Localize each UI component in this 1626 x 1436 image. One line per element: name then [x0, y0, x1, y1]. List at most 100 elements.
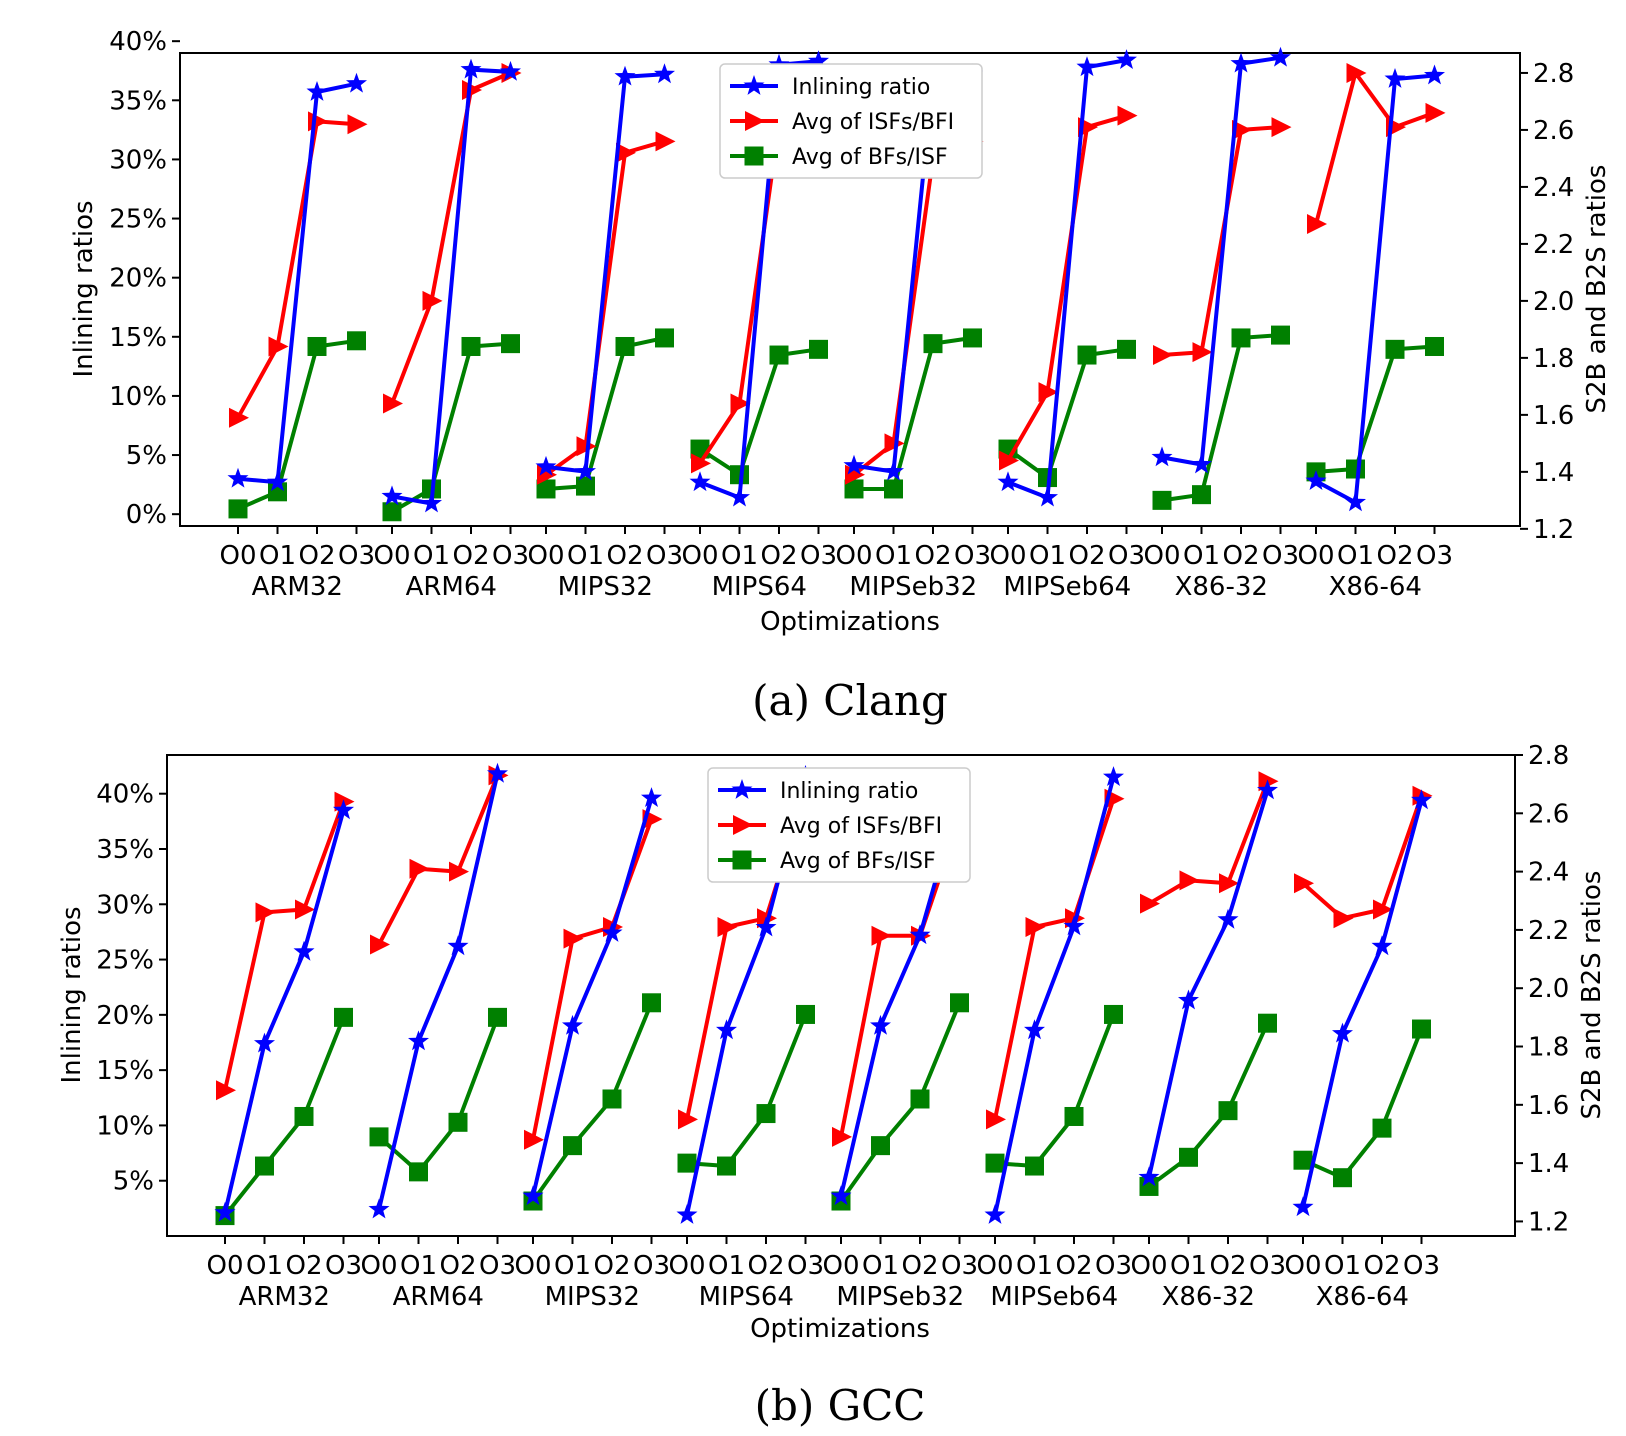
x-tick-label: O2: [1376, 541, 1413, 571]
data-point-avg-of-isfs-bfi: [255, 902, 276, 923]
x-tick-label: O1: [1016, 1251, 1053, 1281]
data-point-inlining-ratio: [346, 72, 367, 93]
x-tick-label: O3: [479, 1251, 516, 1281]
x-tick-label: O2: [1055, 1251, 1092, 1281]
series-line-inlining-ratio: [237, 81, 357, 485]
data-point-avg-of-isfs-bfi: [449, 861, 469, 882]
data-point-avg-of-isfs-bfi: [1192, 342, 1213, 363]
left-tick-label: 15%: [109, 323, 167, 353]
data-point-avg-of-bfs-isf: [796, 1004, 815, 1024]
group-label: MIPSeb32: [849, 572, 977, 602]
series-line-avg-of-bfs-isf: [994, 1013, 1116, 1168]
data-point-inlining-ratio: [1384, 68, 1406, 88]
data-point-avg-of-isfs-bfi: [1373, 899, 1393, 920]
left-tick-label: 20%: [109, 264, 167, 294]
group-label: MIPSeb64: [990, 1282, 1118, 1312]
data-point-avg-of-bfs-isf: [1231, 328, 1251, 348]
x-tick-label: O0: [360, 1251, 397, 1281]
x-tick-label: O0: [1130, 1251, 1167, 1281]
x-tick-label: O3: [1095, 1251, 1132, 1281]
series-line-avg-of-isfs-bfi: [1301, 795, 1424, 921]
data-point-avg-of-isfs-bfi: [986, 1109, 1006, 1130]
group-label: MIPS64: [699, 1282, 794, 1312]
data-point-inlining-ratio: [368, 1198, 390, 1219]
data-point-avg-of-isfs-bfi: [871, 925, 892, 946]
data-point-inlining-ratio: [676, 1204, 698, 1224]
series-line-avg-of-bfs-isf: [223, 1016, 346, 1217]
right-tick-label: 2.8: [1533, 59, 1574, 89]
data-point-avg-of-isfs-bfi: [1025, 916, 1046, 937]
data-point-avg-of-bfs-isf: [334, 1007, 353, 1027]
data-point-inlining-ratio: [601, 922, 623, 942]
series-line-avg-of-isfs-bfi: [1314, 70, 1436, 225]
data-point-inlining-ratio: [808, 50, 829, 71]
series-layer: [214, 762, 1433, 1226]
x-tick-label: O0: [373, 541, 410, 571]
data-point-avg-of-bfs-isf: [1152, 490, 1172, 510]
data-point-avg-of-bfs-isf: [294, 1106, 314, 1126]
data-point-inlining-ratio: [1191, 453, 1212, 474]
data-point-inlining-ratio: [293, 940, 315, 961]
x-tick-label: O1: [721, 541, 758, 571]
data-point-avg-of-bfs-isf: [307, 336, 327, 356]
data-point-avg-of-bfs-isf: [1077, 345, 1097, 365]
data-point-inlining-ratio: [562, 1014, 583, 1035]
data-point-avg-of-isfs-bfi: [409, 858, 430, 879]
data-point-avg-of-isfs-bfi: [347, 114, 368, 135]
data-point-avg-of-bfs-isf: [730, 465, 749, 485]
data-point-inlining-ratio: [1345, 491, 1366, 512]
right-tick-label: 1.8: [1533, 344, 1574, 374]
data-point-avg-of-isfs-bfi: [1294, 873, 1314, 894]
data-point-avg-of-bfs-isf: [844, 479, 864, 499]
x-tick-label: O3: [1416, 541, 1453, 571]
data-point-avg-of-bfs-isf: [1064, 1106, 1084, 1126]
left-tick-label: 0%: [126, 500, 167, 530]
legend-marker: [733, 815, 753, 835]
data-point-avg-of-bfs-isf: [923, 334, 943, 354]
data-point-inlining-ratio: [1332, 1022, 1353, 1043]
data-point-inlining-ratio: [1257, 779, 1278, 800]
data-point-inlining-ratio: [227, 467, 249, 488]
series-line-avg-of-isfs-bfi: [544, 139, 666, 477]
data-point-avg-of-isfs-bfi: [334, 791, 355, 812]
data-point-avg-of-isfs-bfi: [229, 407, 249, 428]
data-point-avg-of-isfs-bfi: [999, 450, 1019, 471]
data-point-avg-of-bfs-isf: [461, 336, 481, 356]
series-line-avg-of-bfs-isf: [545, 335, 665, 491]
data-point-avg-of-isfs-bfi: [1140, 893, 1160, 914]
data-point-inlining-ratio: [267, 471, 288, 492]
data-point-inlining-ratio: [1178, 989, 1199, 1010]
y2-axis-label: S2B and B2S ratios: [1582, 165, 1612, 414]
x-tick-label: O1: [1029, 541, 1066, 571]
x-tick-label: O0: [681, 541, 718, 571]
data-point-inlining-ratio: [716, 1019, 737, 1040]
data-point-inlining-ratio: [909, 924, 931, 945]
data-point-avg-of-bfs-isf: [756, 1104, 776, 1124]
data-point-inlining-ratio: [614, 65, 636, 86]
data-point-inlining-ratio: [447, 935, 469, 956]
x-tick-label: O0: [835, 541, 872, 571]
x-tick-label: O0: [822, 1251, 859, 1281]
x-tick-label: O2: [1222, 541, 1259, 571]
y-axis-label: Inlining ratios: [57, 906, 87, 1083]
x-tick-label: O0: [668, 1251, 705, 1281]
left-tick-label: 35%: [96, 835, 154, 865]
series-line-avg-of-bfs-isf: [1147, 1022, 1270, 1189]
x-tick-label: O3: [1108, 541, 1145, 571]
data-point-inlining-ratio: [1371, 935, 1393, 956]
data-point-avg-of-bfs-isf: [488, 1007, 507, 1027]
data-point-avg-of-isfs-bfi: [1346, 62, 1367, 83]
right-tick-label: 1.4: [1533, 458, 1574, 488]
data-point-inlining-ratio: [1138, 1166, 1160, 1187]
data-point-avg-of-bfs-isf: [602, 1089, 622, 1109]
data-point-avg-of-bfs-isf: [536, 479, 556, 499]
data-point-avg-of-bfs-isf: [1412, 1019, 1431, 1039]
series-line-avg-of-isfs-bfi: [531, 818, 654, 1141]
series-line-avg-of-isfs-bfi: [1161, 125, 1281, 357]
right-tick-label: 2.2: [1528, 916, 1569, 946]
chart-caption: (a) Clang: [752, 676, 948, 725]
right-axis: 1.2 1.4 1.6 1.8 2.0 2.2 2.4 2.6 2.8: [1515, 741, 1569, 1237]
x-tick-label: O0: [206, 1251, 243, 1281]
series-line-avg-of-bfs-isf: [377, 1016, 500, 1174]
right-tick-label: 1.6: [1533, 401, 1574, 431]
